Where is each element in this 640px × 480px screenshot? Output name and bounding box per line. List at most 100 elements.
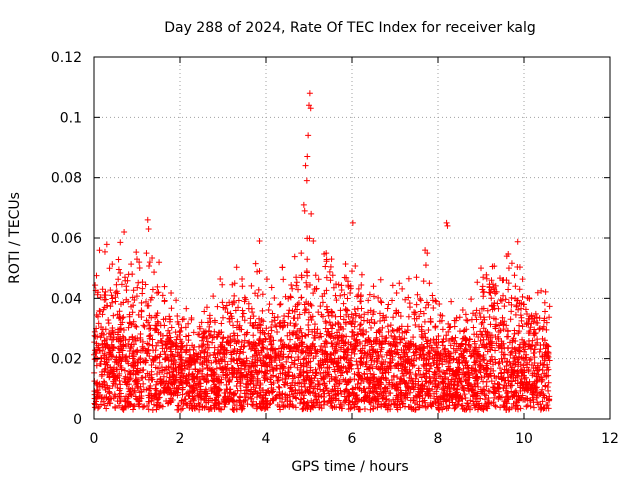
data-point bbox=[312, 366, 319, 373]
data-point bbox=[115, 266, 122, 273]
data-point bbox=[231, 406, 238, 413]
data-point bbox=[292, 404, 299, 411]
data-point bbox=[274, 313, 281, 320]
data-point bbox=[111, 391, 118, 398]
data-point bbox=[422, 304, 429, 311]
data-point bbox=[508, 294, 515, 301]
data-point bbox=[517, 312, 524, 319]
data-point bbox=[138, 308, 145, 315]
data-point bbox=[349, 386, 356, 393]
data-point bbox=[277, 406, 284, 413]
data-point bbox=[224, 361, 231, 368]
data-point bbox=[394, 384, 401, 391]
data-point bbox=[488, 295, 495, 302]
data-point bbox=[234, 332, 241, 339]
data-point bbox=[358, 282, 365, 289]
data-point bbox=[303, 283, 310, 290]
data-point bbox=[488, 277, 495, 284]
data-point bbox=[377, 276, 384, 283]
data-point bbox=[431, 360, 438, 367]
data-point bbox=[130, 287, 137, 294]
data-point bbox=[190, 346, 197, 353]
data-point bbox=[240, 343, 247, 350]
data-point bbox=[304, 256, 311, 263]
x-tick-label: 0 bbox=[90, 431, 99, 447]
data-point bbox=[154, 378, 161, 385]
data-point bbox=[174, 402, 181, 409]
data-point bbox=[398, 355, 405, 362]
chart-title: Day 288 of 2024, Rate Of TEC Index for r… bbox=[164, 20, 536, 36]
data-point bbox=[204, 371, 211, 378]
data-point bbox=[205, 344, 212, 351]
data-point bbox=[401, 328, 408, 335]
data-point bbox=[215, 400, 222, 407]
data-point bbox=[396, 280, 403, 287]
data-point bbox=[352, 384, 359, 391]
data-point bbox=[527, 403, 534, 410]
y-tick-label: 0.1 bbox=[60, 110, 82, 126]
data-point bbox=[341, 291, 348, 298]
data-point bbox=[214, 303, 221, 310]
data-point bbox=[177, 327, 184, 334]
data-point bbox=[132, 395, 139, 402]
x-tick-label: 8 bbox=[434, 431, 443, 447]
data-point bbox=[424, 337, 431, 344]
data-point bbox=[254, 378, 261, 385]
data-point bbox=[95, 313, 102, 320]
data-point bbox=[462, 311, 469, 318]
data-point bbox=[195, 400, 202, 407]
data-point bbox=[146, 312, 153, 319]
data-point bbox=[105, 317, 112, 324]
data-point bbox=[199, 342, 206, 349]
data-point bbox=[420, 334, 427, 341]
data-point bbox=[470, 310, 477, 317]
data-point bbox=[480, 378, 487, 385]
data-point bbox=[268, 389, 275, 396]
data-point bbox=[261, 372, 268, 379]
data-point bbox=[248, 282, 255, 289]
data-point bbox=[95, 320, 102, 327]
data-point bbox=[295, 300, 302, 307]
data-point bbox=[463, 317, 470, 324]
data-point bbox=[318, 393, 325, 400]
data-point bbox=[468, 316, 475, 323]
data-point bbox=[112, 381, 119, 388]
data-point bbox=[230, 330, 237, 337]
data-point bbox=[340, 300, 347, 307]
data-point bbox=[204, 349, 211, 356]
data-point bbox=[151, 392, 158, 399]
data-point bbox=[97, 294, 104, 301]
data-point bbox=[357, 321, 364, 328]
data-point bbox=[420, 278, 427, 285]
data-point bbox=[497, 394, 504, 401]
data-point bbox=[109, 261, 116, 268]
data-point bbox=[241, 337, 248, 344]
data-point bbox=[105, 320, 112, 327]
data-point bbox=[97, 354, 104, 361]
data-point bbox=[256, 385, 263, 392]
data-point bbox=[489, 263, 496, 270]
data-point bbox=[293, 395, 300, 402]
data-point bbox=[534, 319, 541, 326]
data-point bbox=[390, 314, 397, 321]
x-tick-label: 10 bbox=[515, 431, 533, 447]
data-point bbox=[498, 297, 505, 304]
data-point bbox=[320, 361, 327, 368]
data-point bbox=[497, 365, 504, 372]
data-point bbox=[268, 324, 275, 331]
data-point bbox=[541, 299, 548, 306]
data-point bbox=[274, 329, 281, 336]
data-point bbox=[181, 396, 188, 403]
data-point bbox=[508, 378, 515, 385]
data-point bbox=[439, 386, 446, 393]
data-point bbox=[219, 314, 226, 321]
data-point bbox=[116, 315, 123, 322]
data-point bbox=[308, 302, 315, 309]
data-point bbox=[415, 382, 422, 389]
data-point bbox=[278, 336, 285, 343]
data-point bbox=[327, 333, 334, 340]
data-point bbox=[217, 349, 224, 356]
data-point bbox=[240, 349, 247, 356]
data-point bbox=[368, 324, 375, 331]
